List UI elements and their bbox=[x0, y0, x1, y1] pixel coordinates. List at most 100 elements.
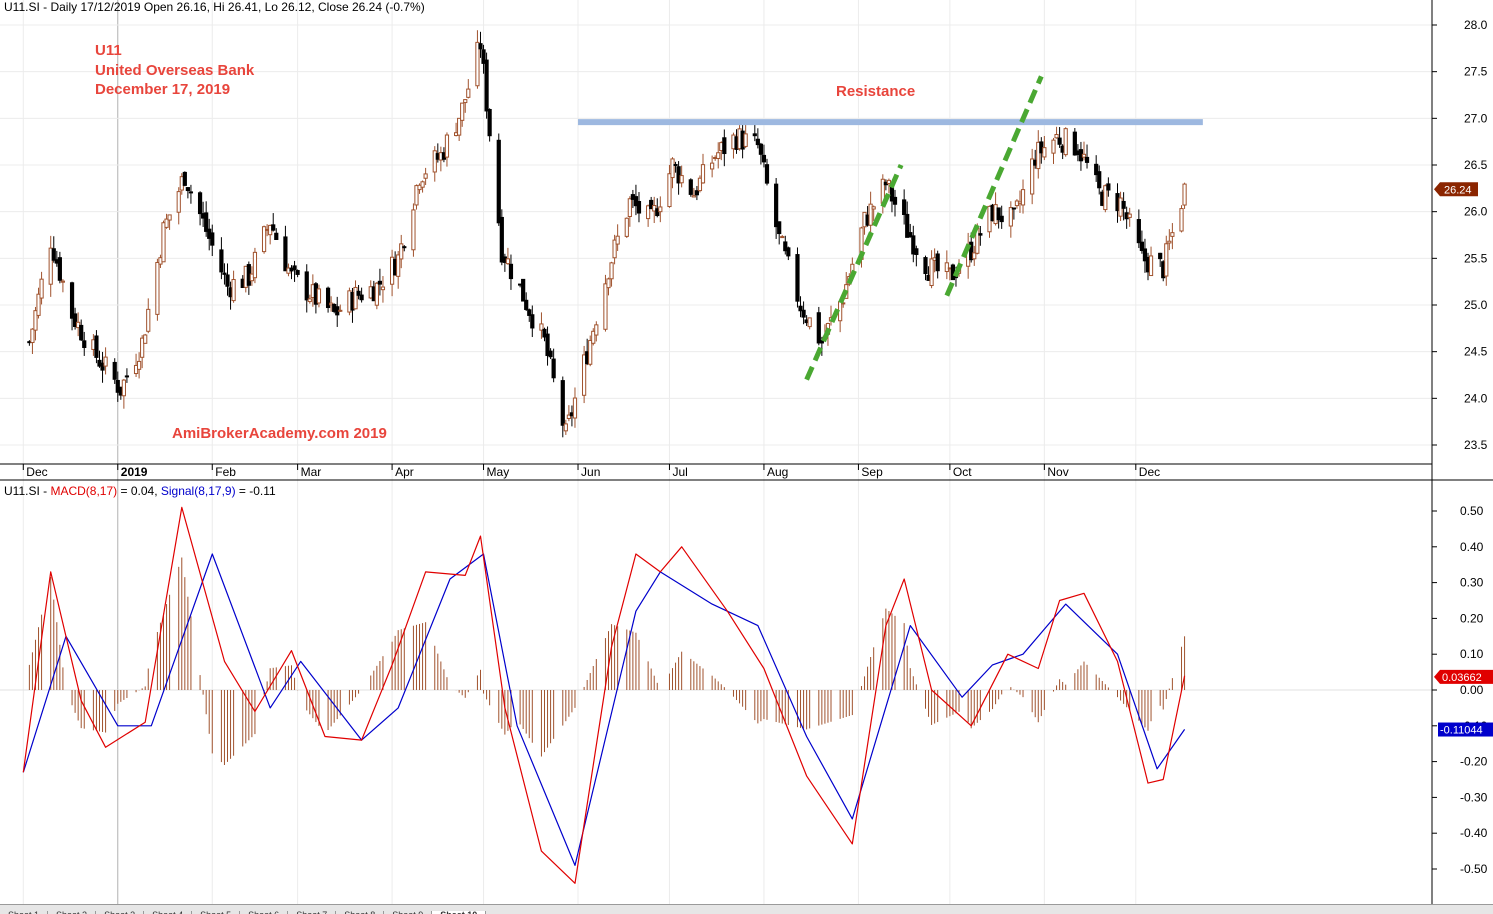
candle-down bbox=[764, 164, 770, 184]
candle-up bbox=[396, 254, 401, 277]
candle-up bbox=[466, 88, 471, 98]
candle-down bbox=[524, 299, 529, 310]
candle-down bbox=[94, 335, 99, 358]
macd-y-label: -0.20 bbox=[1460, 755, 1488, 769]
candle-up bbox=[658, 206, 663, 213]
candle-up bbox=[1051, 139, 1056, 154]
candle-down bbox=[496, 139, 501, 224]
candle-up bbox=[710, 162, 715, 170]
candle-up bbox=[39, 278, 44, 299]
candle-down bbox=[996, 207, 1001, 221]
candle-up bbox=[1179, 208, 1184, 232]
candle-down bbox=[722, 137, 727, 155]
candle-down bbox=[1142, 248, 1148, 262]
candle-down bbox=[548, 350, 553, 358]
macd-line bbox=[22, 506, 1186, 884]
candle-down bbox=[210, 232, 215, 246]
candle-down bbox=[673, 163, 678, 166]
candle-down bbox=[816, 312, 821, 344]
candle-down bbox=[914, 248, 919, 255]
macd-y-label: -0.30 bbox=[1460, 790, 1488, 804]
candle-up bbox=[411, 209, 416, 251]
candle-up bbox=[841, 302, 846, 305]
price-badge-value: 26.24 bbox=[1444, 184, 1472, 196]
uptrend-line bbox=[944, 75, 1044, 297]
candle-up bbox=[646, 205, 651, 220]
candle-up bbox=[414, 185, 419, 206]
candle-up bbox=[140, 337, 145, 358]
candle-up bbox=[1042, 147, 1047, 158]
x-tick-label: Feb bbox=[215, 465, 236, 479]
candle-up bbox=[167, 214, 172, 221]
candle-down bbox=[115, 379, 120, 393]
candle-down bbox=[905, 213, 910, 238]
macd-badge-value: 0.03662 bbox=[1442, 672, 1482, 684]
candle-up bbox=[30, 328, 35, 344]
candle-down bbox=[271, 224, 276, 231]
macd-pane bbox=[22, 506, 1186, 884]
candle-down bbox=[304, 271, 309, 301]
candle-up bbox=[155, 261, 160, 315]
candle-up bbox=[1148, 255, 1154, 277]
candle-down bbox=[521, 278, 526, 302]
candle-down bbox=[82, 340, 87, 348]
candle-up bbox=[307, 298, 312, 303]
candle-up bbox=[164, 218, 169, 228]
candle-up bbox=[103, 356, 108, 367]
candle-up bbox=[612, 239, 617, 259]
candle-down bbox=[911, 235, 916, 255]
candle-down bbox=[1084, 156, 1090, 163]
candle-up bbox=[972, 252, 977, 260]
x-tick-label: Apr bbox=[395, 465, 414, 479]
price-y-label: 25.5 bbox=[1464, 251, 1488, 265]
candle-up bbox=[1054, 134, 1059, 139]
candle-up bbox=[1030, 158, 1035, 195]
candle-down bbox=[51, 248, 56, 261]
candle-down bbox=[188, 191, 194, 194]
candle-down bbox=[688, 179, 693, 195]
candle-down bbox=[295, 270, 300, 275]
candle-up bbox=[353, 286, 358, 310]
candle-down bbox=[1121, 200, 1126, 209]
candle-down bbox=[508, 263, 514, 280]
candle-up bbox=[944, 262, 949, 273]
candle-up bbox=[423, 173, 428, 179]
candle-up bbox=[667, 173, 672, 208]
candle-down bbox=[969, 241, 974, 261]
candle-down bbox=[527, 309, 532, 316]
macd-y-label: 0.20 bbox=[1460, 611, 1484, 625]
sheet-tabs: Sheet 1Sheet 2Sheet 3Sheet 4Sheet 5Sheet… bbox=[0, 904, 1493, 914]
candle-down bbox=[478, 43, 483, 50]
candle-up bbox=[374, 282, 379, 306]
candle-down bbox=[79, 324, 84, 341]
candle-up bbox=[432, 150, 437, 173]
candle-down bbox=[182, 171, 187, 186]
x-tick-label: Nov bbox=[1047, 465, 1068, 479]
candle-down bbox=[798, 305, 803, 312]
candle-down bbox=[1106, 183, 1111, 191]
candle-up bbox=[588, 339, 593, 365]
candle-up bbox=[1008, 207, 1013, 227]
candle-up bbox=[615, 235, 620, 245]
x-tick-label: 2019 bbox=[121, 465, 148, 479]
candle-down bbox=[999, 215, 1004, 223]
candle-up bbox=[807, 317, 812, 328]
candle-up bbox=[60, 280, 66, 283]
candle-down bbox=[560, 380, 565, 426]
candle-down bbox=[219, 249, 224, 273]
candle-down bbox=[1094, 163, 1099, 176]
candle-up bbox=[627, 198, 632, 218]
candle-up bbox=[670, 158, 675, 179]
candle-up bbox=[563, 423, 568, 432]
uptrend-line bbox=[804, 163, 904, 381]
candle-down bbox=[908, 232, 913, 238]
x-tick-label: Oct bbox=[953, 465, 972, 479]
candle-up bbox=[603, 283, 608, 330]
candle-down bbox=[530, 314, 535, 329]
candle-down bbox=[795, 254, 800, 302]
price-y-label: 27.0 bbox=[1464, 111, 1488, 125]
candle-up bbox=[261, 226, 267, 253]
candle-up bbox=[591, 330, 596, 344]
candle-down bbox=[484, 59, 489, 112]
